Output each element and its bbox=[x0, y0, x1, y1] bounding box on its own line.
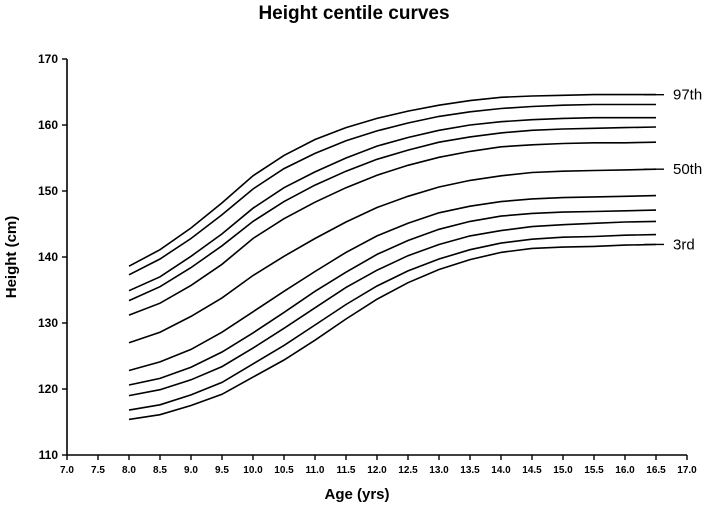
y-tick-label: 140 bbox=[38, 250, 58, 264]
centile-label: 3rd bbox=[673, 236, 695, 253]
centile-curve-4 bbox=[128, 209, 657, 386]
x-tick-label: 10.0 bbox=[243, 465, 263, 476]
chart-title: Height centile curves bbox=[258, 3, 449, 24]
x-tick-label: 15.0 bbox=[553, 465, 573, 476]
x-tick-label: 11.0 bbox=[306, 465, 325, 476]
centile-curve-5 bbox=[128, 194, 657, 372]
x-tick-label: 13.5 bbox=[460, 465, 480, 476]
y-axis-title: Height (cm) bbox=[3, 216, 20, 299]
x-tick-label: 13.0 bbox=[429, 465, 449, 476]
x-tick-label: 12.0 bbox=[367, 465, 387, 476]
centile-curve-6 bbox=[128, 168, 657, 344]
centile-curves bbox=[128, 93, 657, 421]
x-tick-label: 11.5 bbox=[337, 465, 356, 476]
x-tick-label: 7.5 bbox=[91, 465, 105, 476]
x-tick-label: 8.0 bbox=[122, 465, 136, 476]
centile-label: 50th bbox=[673, 161, 702, 178]
y-tick-label: 150 bbox=[38, 184, 58, 198]
y-ticks: 110 120 130 140 150 160 170 bbox=[38, 52, 67, 462]
x-axis-title: Age (yrs) bbox=[324, 486, 389, 503]
x-tick-label: 17.0 bbox=[677, 465, 697, 476]
centile-curve-7 bbox=[128, 141, 657, 316]
centile-curve-1 bbox=[128, 243, 657, 421]
centile-curve-2 bbox=[128, 233, 657, 411]
x-tick-label: 12.5 bbox=[398, 465, 418, 476]
centile-annotations: 97th 50th 3rd bbox=[644, 87, 702, 253]
y-tick-label: 110 bbox=[39, 448, 59, 462]
x-tick-label: 7.0 bbox=[60, 465, 74, 476]
x-tick-label: 9.5 bbox=[215, 465, 229, 476]
centile-curve-8 bbox=[128, 126, 657, 302]
y-tick-label: 170 bbox=[38, 52, 58, 66]
centile-label: 97th bbox=[673, 87, 702, 104]
centile-curve-9 bbox=[128, 116, 656, 292]
x-tick-label: 16.5 bbox=[646, 465, 666, 476]
x-tick-label: 15.5 bbox=[584, 465, 604, 476]
y-tick-label: 120 bbox=[38, 382, 58, 396]
y-tick-label: 160 bbox=[38, 118, 58, 132]
y-tick-label: 130 bbox=[38, 316, 58, 330]
x-tick-label: 14.0 bbox=[491, 465, 511, 476]
x-tick-label: 9.0 bbox=[184, 465, 198, 476]
x-tick-label: 14.5 bbox=[522, 465, 542, 476]
centile-curve-3 bbox=[128, 220, 657, 397]
x-tick-label: 8.5 bbox=[153, 465, 167, 476]
centile-curve-11 bbox=[128, 93, 656, 267]
x-ticks: 7.0 7.5 8.0 8.5 9.0 9.5 10.0 10.5 11.0 11.5 12.0 12… bbox=[60, 455, 697, 476]
x-tick-label: 10.5 bbox=[274, 465, 294, 476]
centile-curve-10 bbox=[128, 103, 656, 276]
x-tick-label: 16.0 bbox=[615, 465, 635, 476]
